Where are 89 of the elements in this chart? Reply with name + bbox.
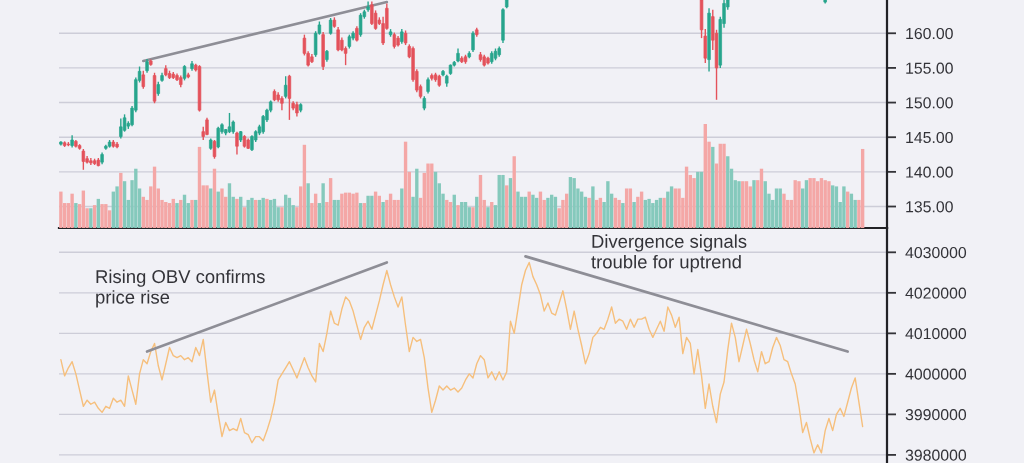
bar [355, 192, 359, 228]
bar [692, 178, 696, 228]
bar [621, 203, 625, 228]
candlestick [358, 12, 363, 38]
y-tick-label: 145.00 [906, 131, 953, 144]
bar [632, 202, 636, 228]
bar [722, 143, 726, 228]
candlestick [471, 30, 475, 53]
bar [651, 203, 655, 228]
candlestick [336, 26, 340, 52]
bar [471, 207, 475, 228]
bar [351, 193, 355, 228]
bar [774, 188, 779, 228]
bar [782, 193, 786, 228]
bar [842, 186, 846, 228]
annotation: Divergence signals trouble for uptrend [591, 234, 747, 273]
bar [381, 202, 385, 228]
bar [834, 186, 839, 228]
bar [321, 183, 325, 228]
y-tick-label: 135.00 [906, 201, 953, 213]
bar [336, 199, 340, 228]
bar [235, 198, 239, 228]
y-tick-label: 155.00 [906, 62, 953, 74]
bar [92, 205, 97, 228]
bar [516, 191, 520, 228]
bar [59, 191, 63, 228]
y-tick-label: 140.00 [906, 166, 953, 178]
bar [752, 180, 756, 228]
candlestick [119, 117, 123, 140]
bar [280, 207, 284, 228]
bar [737, 181, 741, 228]
bar [636, 196, 640, 228]
bar [74, 203, 78, 228]
bar [505, 185, 509, 228]
bar [606, 181, 610, 228]
bar [340, 193, 344, 228]
candlestick [366, 0, 370, 13]
candlestick [141, 69, 145, 90]
bar [100, 204, 104, 228]
bar [546, 197, 550, 228]
y-tick-label: 4010000 [905, 328, 967, 340]
bar [591, 186, 595, 228]
bar [209, 188, 213, 228]
bar [778, 188, 782, 228]
candlestick [283, 75, 288, 100]
bar [673, 188, 677, 228]
bar [456, 205, 460, 228]
y-tick-label: 160.00 [906, 27, 953, 40]
bar [366, 195, 370, 228]
y-tick-label: 4030000 [905, 246, 967, 259]
bar [242, 207, 247, 228]
bar [501, 174, 505, 228]
bar [823, 180, 827, 228]
y-tick-label: 4000000 [905, 368, 967, 380]
bar [486, 207, 490, 228]
bar [628, 188, 633, 228]
bar [119, 172, 123, 228]
bar [250, 197, 254, 228]
y-tick-label: 3990000 [905, 409, 967, 421]
candlestick [370, 0, 374, 26]
bar [797, 181, 801, 228]
bar [104, 204, 108, 228]
bar [531, 194, 535, 228]
bar [115, 186, 119, 228]
bar [175, 203, 179, 228]
bar [830, 185, 835, 228]
bar [70, 193, 74, 228]
bar [677, 188, 681, 228]
bar [662, 197, 666, 228]
bar [306, 183, 310, 228]
bar [669, 186, 674, 228]
y-tick-label: 150.00 [906, 97, 953, 109]
bar [572, 178, 576, 228]
y-tick-label: 3980000 [905, 449, 967, 461]
y-tick-label: 4020000 [905, 287, 967, 299]
bar [265, 198, 269, 228]
bar [220, 188, 224, 228]
bar [400, 188, 404, 228]
bar [205, 185, 209, 228]
bar [827, 181, 831, 228]
bar [89, 208, 93, 228]
annotation: Rising OBV confirms price rise [96, 269, 265, 308]
bar [587, 197, 591, 228]
bar [370, 195, 374, 228]
bar [396, 199, 400, 228]
bar [190, 199, 194, 228]
bar [647, 198, 651, 228]
bar [617, 199, 621, 228]
bar [624, 188, 629, 228]
